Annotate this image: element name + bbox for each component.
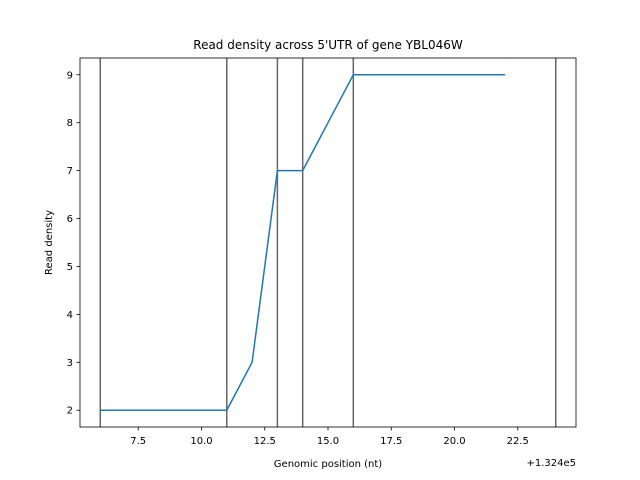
y-tick-label: 2 (67, 406, 73, 417)
y-tick-label: 5 (67, 262, 73, 273)
axis-ticks: 7.5 10.0 12.5 15.0 17.5 20.0 22.5 2 3 4 5 6 7 8 9 (67, 70, 529, 447)
y-tick-label: 8 (67, 118, 73, 129)
y-axis-label: Read density (44, 210, 55, 275)
y-tick-label: 9 (67, 70, 73, 81)
vertical-marker-lines (99, 58, 557, 427)
x-tick-label: 12.5 (254, 436, 276, 447)
x-tick-label: 17.5 (380, 436, 402, 447)
series-group (100, 74, 506, 411)
y-tick-label: 6 (67, 214, 73, 225)
y-tick-label: 3 (67, 358, 73, 369)
chart-title: Read density across 5'UTR of gene YBL046… (193, 38, 463, 52)
x-axis-label: Genomic position (nt) (274, 459, 383, 470)
y-tick-label: 7 (67, 166, 73, 177)
x-tick-label: 15.0 (317, 436, 339, 447)
x-tick-label: 10.0 (190, 436, 212, 447)
axes-frame (79, 57, 577, 428)
x-tick-label: 22.5 (507, 436, 529, 447)
y-tick-label: 4 (67, 310, 73, 321)
x-tick-label: 7.5 (130, 436, 146, 447)
x-axis-offset-label: +1.324e5 (526, 458, 576, 469)
x-tick-label: 20.0 (443, 436, 465, 447)
series-line (100, 74, 506, 411)
